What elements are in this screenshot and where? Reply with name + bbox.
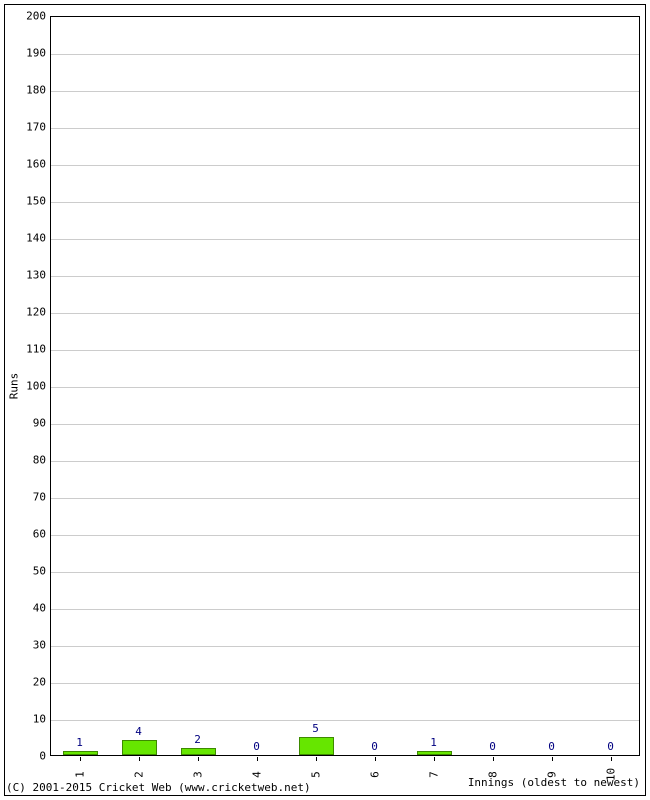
xtick-label: 5 (309, 771, 322, 778)
chart-container: 0102030405060708090100110120130140150160… (0, 0, 650, 800)
xtick-label: 3 (191, 771, 204, 778)
ytick-label: 100 (20, 380, 46, 393)
gridline (51, 128, 639, 129)
xtick-mark (80, 757, 81, 761)
gridline (51, 461, 639, 462)
gridline (51, 202, 639, 203)
ytick-label: 180 (20, 84, 46, 97)
ytick-label: 110 (20, 343, 46, 356)
bar-value-label: 0 (548, 740, 555, 753)
ytick-label: 160 (20, 158, 46, 171)
xtick-mark (493, 757, 494, 761)
gridline (51, 424, 639, 425)
xtick-mark (434, 757, 435, 761)
ytick-label: 70 (20, 491, 46, 504)
gridline (51, 609, 639, 610)
bar (299, 737, 334, 756)
gridline (51, 646, 639, 647)
gridline (51, 91, 639, 92)
bar-value-label: 5 (312, 722, 319, 735)
ytick-label: 20 (20, 676, 46, 689)
plot-area (50, 16, 640, 756)
bar (181, 748, 216, 755)
xtick-label: 1 (73, 771, 86, 778)
ytick-label: 30 (20, 639, 46, 652)
bar-value-label: 0 (371, 740, 378, 753)
gridline (51, 350, 639, 351)
x-axis-label: Innings (oldest to newest) (468, 776, 640, 789)
xtick-mark (198, 757, 199, 761)
xtick-mark (257, 757, 258, 761)
ytick-label: 10 (20, 713, 46, 726)
gridline (51, 239, 639, 240)
ytick-label: 120 (20, 306, 46, 319)
bar-value-label: 1 (430, 736, 437, 749)
bar-value-label: 0 (253, 740, 260, 753)
y-axis-label: Runs (8, 373, 21, 400)
ytick-label: 50 (20, 565, 46, 578)
bar (417, 751, 452, 755)
bar-value-label: 0 (607, 740, 614, 753)
ytick-label: 150 (20, 195, 46, 208)
gridline (51, 498, 639, 499)
gridline (51, 535, 639, 536)
ytick-label: 140 (20, 232, 46, 245)
gridline (51, 276, 639, 277)
gridline (51, 165, 639, 166)
xtick-label: 4 (250, 771, 263, 778)
ytick-label: 90 (20, 417, 46, 430)
gridline (51, 387, 639, 388)
ytick-label: 130 (20, 269, 46, 282)
chart-caption: (C) 2001-2015 Cricket Web (www.cricketwe… (6, 781, 311, 794)
xtick-mark (375, 757, 376, 761)
bar-value-label: 2 (194, 733, 201, 746)
gridline (51, 313, 639, 314)
gridline (51, 720, 639, 721)
ytick-label: 0 (20, 750, 46, 763)
bar-value-label: 1 (76, 736, 83, 749)
xtick-mark (611, 757, 612, 761)
gridline (51, 683, 639, 684)
ytick-label: 170 (20, 121, 46, 134)
xtick-label: 2 (132, 771, 145, 778)
xtick-mark (552, 757, 553, 761)
ytick-label: 190 (20, 47, 46, 60)
gridline (51, 572, 639, 573)
gridline (51, 54, 639, 55)
ytick-label: 60 (20, 528, 46, 541)
ytick-label: 40 (20, 602, 46, 615)
xtick-mark (316, 757, 317, 761)
xtick-label: 6 (368, 771, 381, 778)
bar-value-label: 0 (489, 740, 496, 753)
ytick-label: 200 (20, 10, 46, 23)
bar (63, 751, 98, 755)
bar-value-label: 4 (135, 725, 142, 738)
xtick-label: 7 (427, 771, 440, 778)
bar (122, 740, 157, 755)
xtick-mark (139, 757, 140, 761)
ytick-label: 80 (20, 454, 46, 467)
